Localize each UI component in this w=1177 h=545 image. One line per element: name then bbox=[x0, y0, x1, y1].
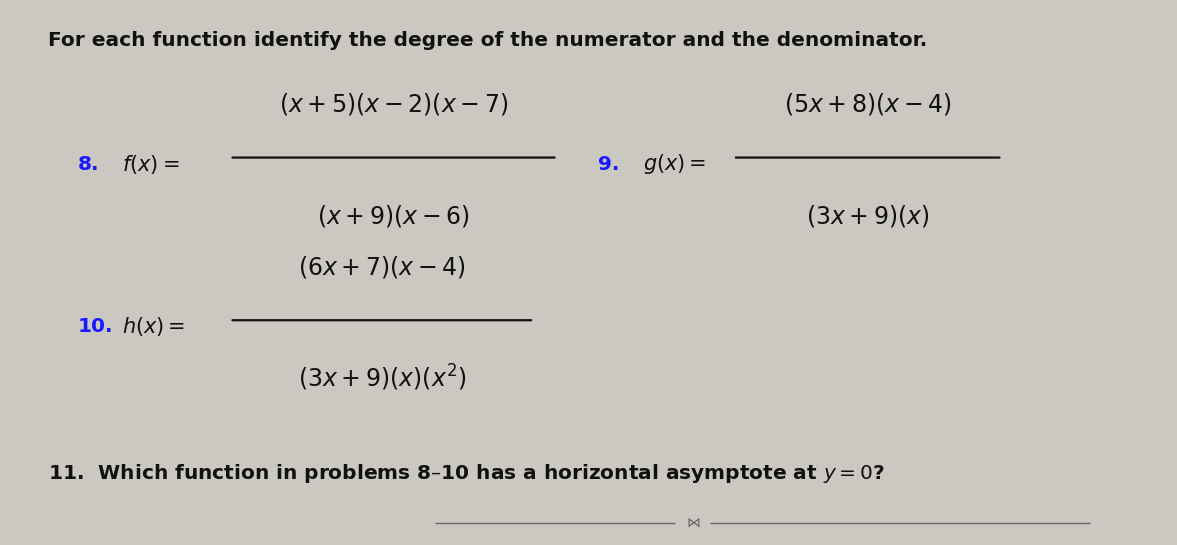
Text: $(3x+9)(x)(x^{2})$: $(3x+9)(x)(x^{2})$ bbox=[298, 363, 466, 393]
Text: $\mathit{f}(x) =$: $\mathit{f}(x) =$ bbox=[122, 153, 179, 175]
Text: For each function identify the degree of the numerator and the denominator.: For each function identify the degree of… bbox=[48, 31, 927, 50]
Text: 11.  Which function in problems 8–10 has a horizontal asymptote at $y = 0$?: 11. Which function in problems 8–10 has … bbox=[48, 462, 885, 485]
Text: 10.: 10. bbox=[78, 317, 113, 336]
Text: $(5x+8)(x-4)$: $(5x+8)(x-4)$ bbox=[784, 92, 951, 117]
Text: $\mathit{g}(x) =$: $\mathit{g}(x) =$ bbox=[643, 152, 706, 176]
Text: $\mathit{h}(x) =$: $\mathit{h}(x) =$ bbox=[122, 315, 185, 338]
Text: $(3x+9)(x)$: $(3x+9)(x)$ bbox=[806, 203, 930, 228]
Text: $(x+9)(x-6)$: $(x+9)(x-6)$ bbox=[317, 203, 470, 228]
Text: $(x+5)(x-2)(x-7)$: $(x+5)(x-2)(x-7)$ bbox=[279, 92, 508, 117]
Text: 9.: 9. bbox=[598, 155, 620, 173]
Text: $\bowtie$: $\bowtie$ bbox=[684, 516, 700, 530]
Text: 8.: 8. bbox=[78, 155, 99, 173]
Text: $(6x+7)(x-4)$: $(6x+7)(x-4)$ bbox=[298, 254, 466, 280]
